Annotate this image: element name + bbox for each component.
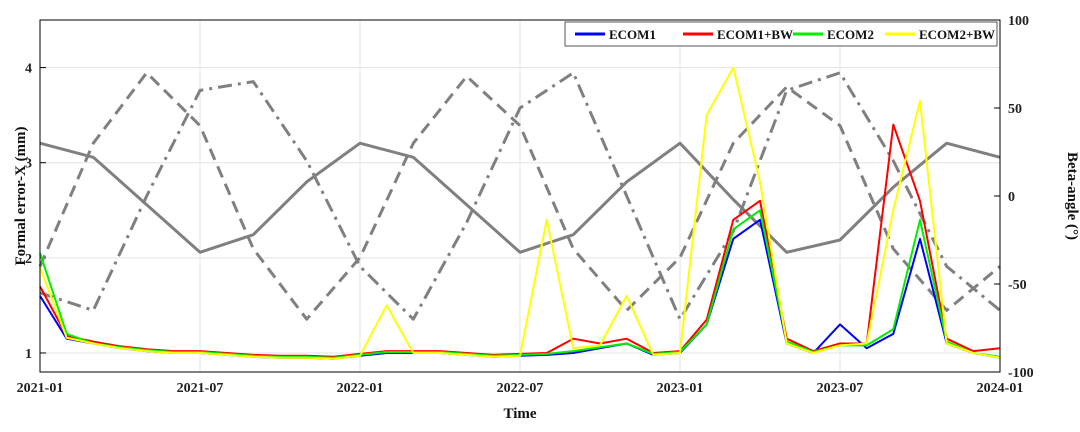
x-axis-title: Time xyxy=(503,406,536,422)
plot-frame xyxy=(39,19,1001,373)
tick-labels: 2021-01 2021-07 2022-01 2022-07 2023-01 2023-… xyxy=(17,14,1034,396)
y2-tick-label: -50 xyxy=(1008,278,1027,293)
y-tick-label: 4 xyxy=(25,62,32,77)
y-tick-label: 3 xyxy=(25,157,32,172)
y-tick-label: 2 xyxy=(25,252,32,267)
x-tick-label: 2024-01 xyxy=(977,381,1024,396)
y2-axis-title: Beta-angle (°) xyxy=(1064,152,1080,240)
legend-entry: ECOM2 xyxy=(827,27,874,42)
y2-tick-label: 100 xyxy=(1008,14,1029,29)
x-tick-label: 2023-01 xyxy=(657,381,704,396)
x-tick-label: 2023-07 xyxy=(817,381,864,396)
series-lines xyxy=(38,66,1001,360)
legend-entry: ECOM2+BW xyxy=(919,27,995,42)
y2-tick-label: -100 xyxy=(1008,366,1034,381)
x-tick-label: 2021-07 xyxy=(177,381,224,396)
legend-entry: ECOM1 xyxy=(609,27,656,42)
legend-box xyxy=(564,21,998,47)
beta-angle-line xyxy=(39,71,1001,321)
x-tick-label: 2022-01 xyxy=(337,381,384,396)
x-tick-label: 2021-01 xyxy=(17,381,64,396)
beta-angle-line xyxy=(39,141,1001,254)
x-tick-label: 2022-07 xyxy=(497,381,544,396)
y2-tick-label: 0 xyxy=(1008,190,1015,205)
beta-angle-line xyxy=(38,71,1001,321)
grid xyxy=(39,20,1001,372)
y-axis-title: Formal error-X (mm) xyxy=(13,126,29,265)
y-tick-label: 1 xyxy=(25,347,32,362)
series-line-ecom2-bw xyxy=(39,66,1001,360)
y2-tick-label: 50 xyxy=(1008,102,1022,117)
legend: ECOM1 ECOM1+BW ECOM2 ECOM2+BW xyxy=(564,21,998,47)
legend-entry: ECOM1+BW xyxy=(717,27,793,42)
